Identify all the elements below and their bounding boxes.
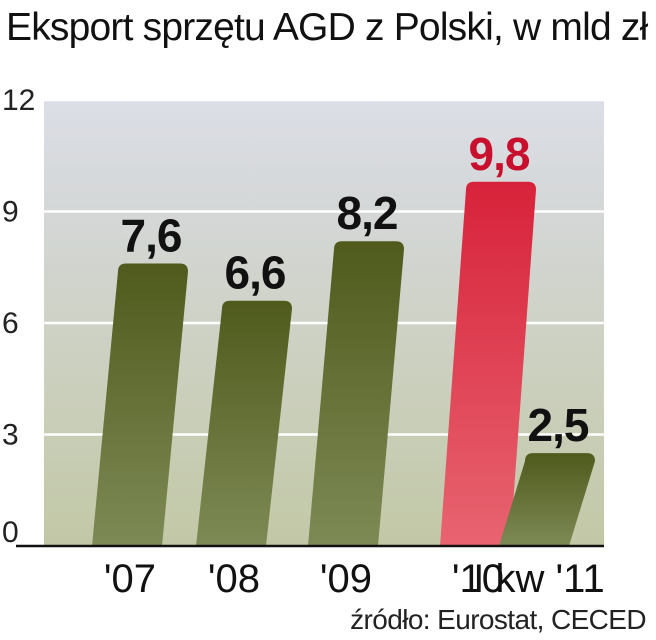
bar xyxy=(196,300,292,546)
bar-value-label: 6,6 xyxy=(225,247,286,299)
bar-value-label: 7,6 xyxy=(121,210,182,262)
bar-value-label: 2,5 xyxy=(528,399,589,451)
x-tick-label: '07 xyxy=(104,557,156,600)
bar-value-label: 8,2 xyxy=(337,187,398,239)
bar-chart: 7,6 6,6 8,2 9,8 2,5 0 3 6 9 12 '07 '08 '09 '10I kw '… xyxy=(2,84,605,600)
source-note: źródło: Eurostat, CECED xyxy=(350,604,646,635)
y-tick-label: 0 xyxy=(2,516,19,549)
x-tick-label: '10 xyxy=(452,557,504,600)
y-tick-label: 3 xyxy=(2,419,19,452)
y-tick-label: 9 xyxy=(2,196,19,229)
x-tick-label: '08 xyxy=(208,557,260,600)
x-tick-label: '09 xyxy=(320,557,372,600)
x-tick-label: I kw '11 xyxy=(473,557,604,600)
y-tick-label: 6 xyxy=(2,307,19,340)
bar-highlight xyxy=(440,181,536,546)
bar xyxy=(92,263,188,546)
y-tick-label: 12 xyxy=(2,84,35,117)
bar-value-label: 9,8 xyxy=(469,128,530,180)
chart-title: Eksport sprzętu AGD z Polski, w mld zł xyxy=(6,6,648,49)
bar xyxy=(308,241,404,546)
bar xyxy=(499,453,595,546)
